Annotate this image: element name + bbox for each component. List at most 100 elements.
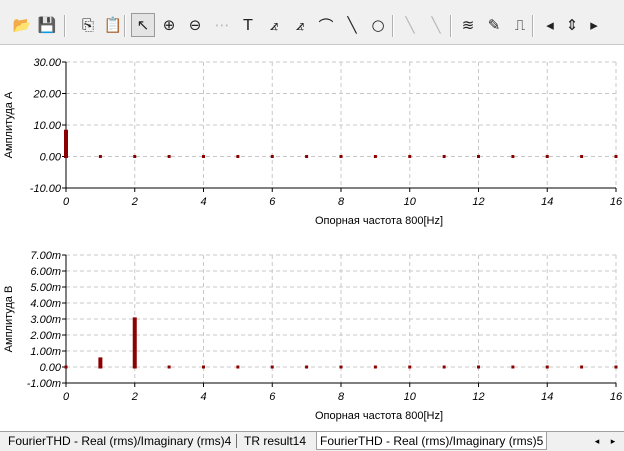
chart1-y-tick-label: 20.00 — [32, 89, 61, 101]
chart2-point — [373, 365, 377, 369]
grid-icon: ⋯ — [214, 16, 230, 34]
chart2-point — [236, 365, 240, 369]
window-title-strip — [0, 0, 624, 6]
chart1-point — [477, 155, 480, 158]
chart1-point — [614, 155, 618, 158]
chart1-point — [98, 155, 102, 158]
chart2-y-tick-label: -1.00m — [27, 378, 61, 390]
chart1-y-tick-label: 10.00 — [33, 120, 61, 132]
chart1-point — [133, 155, 137, 158]
chart2-x-tick-label: 4 — [200, 391, 206, 403]
chart2-y-tick-label: 6.00m — [30, 266, 61, 278]
chart1-x-tick-label: 4 — [200, 196, 206, 208]
line-icon[interactable]: ╲ — [347, 16, 357, 34]
chart1-point — [202, 155, 205, 158]
tab-separator — [236, 434, 237, 448]
chart2-y-tick-label: 4.00m — [30, 298, 61, 310]
chart2-y-tick-label: 0.00 — [40, 362, 62, 374]
step-icon[interactable]: ⎍ — [514, 16, 526, 34]
chart1-point — [442, 155, 446, 158]
save-icon[interactable]: 💾 — [37, 16, 57, 34]
text-icon[interactable]: T — [243, 16, 253, 34]
tab-scroll-right-icon[interactable]: ▸ — [610, 435, 616, 446]
chart2-point — [545, 365, 549, 369]
open-folder-icon[interactable]: 📂 — [12, 16, 32, 34]
chart1-point — [545, 155, 549, 158]
paste-icon[interactable]: 📋 — [103, 16, 123, 34]
zoom-in-icon[interactable]: ⊕ — [162, 16, 176, 34]
chart2-point — [305, 365, 309, 369]
chart1-point — [339, 155, 343, 158]
line-disabled-2-icon: ╲ — [431, 16, 441, 34]
marker-icon[interactable]: ⦨ — [269, 16, 279, 34]
chart2-point — [442, 365, 446, 369]
chart2-bar — [98, 357, 103, 369]
arrow-left-icon[interactable]: ◂ — [546, 16, 554, 34]
chart1-point — [305, 155, 309, 158]
zoom-100-icon[interactable]: ⊖ — [188, 16, 202, 34]
chart2-point — [64, 365, 68, 369]
toolbar-separator — [532, 15, 534, 37]
chart2-point — [339, 365, 343, 369]
chart1-y-tick-label: 30.00 — [33, 57, 61, 69]
chart2-x-tick-label: 2 — [131, 391, 138, 403]
chart1-y-axis-label: Амплитуда А — [3, 91, 15, 158]
add-point-icon[interactable]: ✎ — [487, 16, 501, 34]
pointer-icon[interactable]: ↖ — [131, 13, 155, 37]
tab-fourier-5[interactable]: FourierTHD - Real (rms)/Imaginary (rms)5 — [316, 432, 548, 450]
chart1-y-tick-label: 0.00 — [40, 152, 62, 164]
tab-fourier-4[interactable]: FourierTHD - Real (rms)/Imaginary (rms)4 — [8, 434, 232, 448]
chart1-point — [511, 155, 515, 158]
line-disabled-icon: ╲ — [405, 16, 415, 34]
tab-bar: FourierTHD - Real (rms)/Imaginary (rms)4… — [0, 431, 624, 451]
chart2-x-axis-label: Опорная частота 800[Hz] — [315, 410, 443, 422]
curve-fit-icon[interactable]: ⌒ — [318, 16, 334, 35]
chart2-y-tick-label: 5.00m — [30, 282, 61, 294]
chart1-point — [408, 155, 412, 158]
tab-scroll-left-icon[interactable]: ◂ — [594, 435, 600, 446]
chart2-point — [580, 365, 584, 369]
chart1-x-tick-label: 6 — [269, 196, 276, 208]
chart2-x-tick-label: 16 — [610, 391, 623, 403]
chart2-x-tick-label: 10 — [404, 391, 417, 403]
chart2-y-tick-label: 1.00m — [30, 346, 61, 358]
toolbar-separator — [450, 15, 452, 37]
marker-2-icon[interactable]: ⦨ — [295, 16, 305, 34]
chart2-x-tick-label: 6 — [269, 391, 276, 403]
plot-area: 30.00 20.00 10.00 0.00 -10.00 0 2 4 6 8 10 12 14 16 Оп… — [0, 45, 624, 431]
chart1-point — [167, 155, 171, 158]
chart1-point — [236, 155, 240, 158]
chart1-x-tick-label: 12 — [472, 196, 484, 208]
chart2-point — [167, 365, 171, 369]
add-series-icon[interactable]: ≋ — [461, 16, 475, 34]
chart2-y-tick-label: 2.00m — [29, 330, 61, 342]
toolbar-separator — [64, 15, 66, 37]
arrow-right-icon[interactable]: ▸ — [590, 16, 598, 34]
chart1-x-tick-label: 2 — [131, 196, 138, 208]
chart1-y-tick-label: -10.00 — [30, 183, 62, 195]
chart1-x-tick-label: 14 — [541, 196, 553, 208]
chart2-point — [614, 365, 618, 369]
chart2-bar — [132, 317, 137, 369]
chart1-x-axis-label: Опорная частота 800[Hz] — [315, 215, 443, 227]
toolbar-separator — [124, 15, 126, 37]
copy-icon[interactable]: ⎘ — [81, 16, 94, 34]
chart1-x-tick-label: 0 — [63, 196, 70, 208]
chart2-point — [477, 365, 480, 369]
chart2-point — [270, 365, 274, 369]
chart2-y-tick-label: 3.00m — [30, 314, 61, 326]
spin-up-down-icon[interactable]: ⇕ — [565, 16, 579, 34]
chart1-x-tick-label: 10 — [404, 196, 417, 208]
toolbar: 📂 💾 ⎘ 📋 ↖ ⊕ ⊖ ⋯ T ⦨ ⦨ ⌒ ╲ ○ ╲ ╲ ≋ ✎ ⎍ ◂ ⇕ ▸ — [0, 6, 624, 45]
chart2-point — [511, 365, 515, 369]
chart2-y-axis-label: Амплитуда В — [3, 286, 15, 353]
chart2-x-tick-label: 0 — [63, 391, 70, 403]
tab-tr-result-14[interactable]: TR result14 — [244, 434, 307, 448]
toolbar-separator — [392, 15, 394, 37]
chart1-point — [270, 155, 274, 158]
chart2-y-tick-label: 7.00m — [30, 250, 61, 262]
ellipse-icon[interactable]: ○ — [371, 16, 385, 34]
chart2-point — [202, 365, 205, 369]
chart2-x-tick-label: 12 — [472, 391, 484, 403]
